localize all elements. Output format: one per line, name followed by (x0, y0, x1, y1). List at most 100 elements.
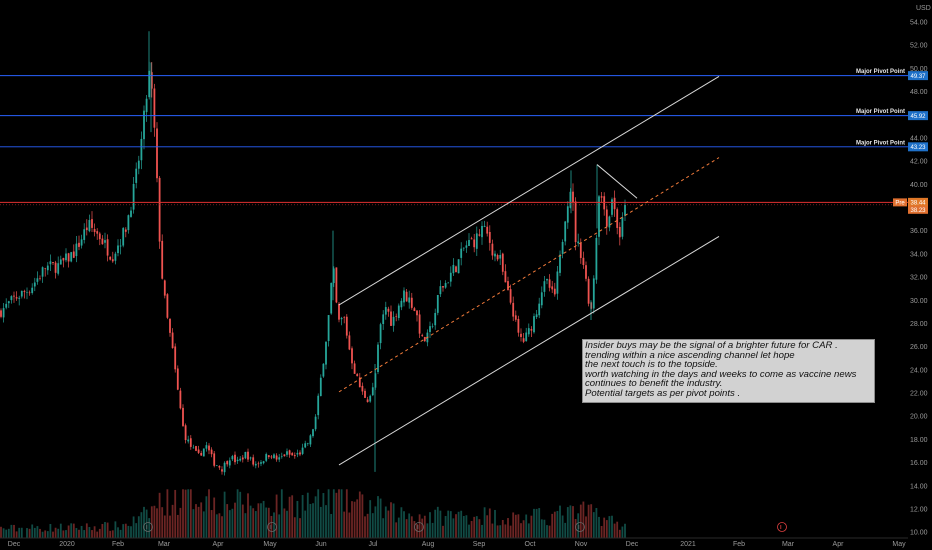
volume-bar (184, 489, 187, 538)
candle-body (182, 407, 184, 426)
volume-bar (85, 523, 88, 538)
candle-body (189, 438, 192, 447)
candle-body (598, 196, 600, 237)
channel-lower-line (338, 236, 720, 466)
y-tick-label: 32.00 (910, 275, 928, 282)
candle-body (85, 227, 88, 231)
candle-body (600, 196, 603, 198)
volume-bar (106, 522, 109, 538)
candle-body (221, 469, 223, 472)
candle-body (28, 292, 31, 294)
volume-bar (148, 518, 151, 538)
candle-body (395, 315, 398, 317)
candle-body (195, 446, 197, 451)
volume-bar (226, 504, 229, 538)
candle-body (176, 368, 179, 390)
candle-body (457, 259, 460, 274)
pre-price-value: 38.23 (910, 208, 926, 214)
candle-body (150, 72, 153, 89)
volume-bar (343, 511, 346, 538)
volume-bar (33, 527, 36, 538)
candle-body (293, 455, 296, 457)
volume-bar (145, 509, 148, 538)
volume-bar (395, 522, 398, 538)
candle-body (46, 265, 49, 271)
candle-body (44, 268, 47, 270)
volume-bar (88, 527, 91, 538)
candle-body (478, 234, 481, 236)
volume-bar (486, 515, 489, 538)
volume-bar (431, 522, 434, 538)
channel-mid-line (338, 157, 720, 393)
x-tick-label: Dec (8, 541, 21, 548)
volume-bar (470, 520, 473, 538)
volume-bar (525, 514, 528, 538)
volume-bar (187, 489, 190, 538)
volume-bar (556, 510, 559, 538)
time-axis[interactable]: Dec 2020 Feb Mar Apr May Jun Jul Aug Sep Oct Nov Dec… (0, 522, 908, 549)
candle-body (296, 452, 299, 455)
candle-body (387, 308, 390, 312)
candle-body (197, 449, 200, 453)
candle-body (62, 257, 65, 261)
candle-body (475, 233, 478, 249)
volume-bar (247, 493, 249, 538)
candle-body (624, 204, 626, 216)
volume-bar (44, 530, 47, 538)
volume-bar (475, 516, 478, 538)
volume-bar (176, 514, 179, 538)
pivot-label: Major Pivot Point (856, 69, 905, 75)
candle-body (163, 280, 166, 296)
candle-body (512, 302, 515, 317)
candle-body (309, 435, 312, 445)
candle-body (135, 168, 138, 183)
volume-bar (397, 517, 400, 538)
volume-bar (249, 505, 252, 538)
volume-bar (169, 515, 171, 538)
volume-bar (579, 504, 582, 538)
candle-body (312, 429, 314, 437)
volume-bar (10, 524, 13, 538)
candle-body (452, 264, 455, 274)
candle-body (397, 305, 400, 318)
volume-bar (78, 529, 80, 538)
volume-bar (535, 508, 538, 538)
volume-bar (215, 514, 218, 538)
x-tick-label: Oct (525, 541, 536, 548)
volume-bar (75, 528, 78, 538)
volume-bar (504, 524, 507, 538)
x-tick-label: 2021 (680, 541, 696, 548)
candle-body (546, 278, 548, 281)
candle-body (171, 332, 174, 349)
candle-body (488, 231, 491, 243)
volume-bar (442, 525, 444, 538)
candle-body (161, 240, 164, 279)
candle-body (145, 98, 148, 113)
volume-bar (72, 523, 75, 538)
volume-bar (582, 501, 585, 538)
volume-bar (491, 523, 494, 538)
volume-bar (618, 529, 621, 538)
candle-body (23, 291, 26, 293)
volume-bar (353, 501, 356, 538)
candle-body (582, 257, 585, 266)
candle-body (499, 254, 502, 259)
volume-bar (98, 528, 101, 538)
candle-body (327, 315, 330, 342)
volume-bar (234, 502, 236, 538)
candle-body (569, 191, 572, 208)
x-tick-label: Nov (575, 541, 588, 548)
candle-body (257, 463, 260, 465)
candle-body (15, 297, 18, 299)
volume-bar (286, 510, 288, 538)
candle-body (579, 242, 582, 258)
volume-bar (13, 524, 15, 538)
volume-bar (613, 523, 616, 538)
volume-bar (460, 510, 463, 538)
candle-body (288, 450, 291, 455)
candle-body (218, 465, 221, 468)
candle-body (382, 314, 385, 325)
candle-body (621, 217, 624, 237)
analysis-note[interactable]: Insider buys may be the signal of a brig… (582, 339, 875, 403)
